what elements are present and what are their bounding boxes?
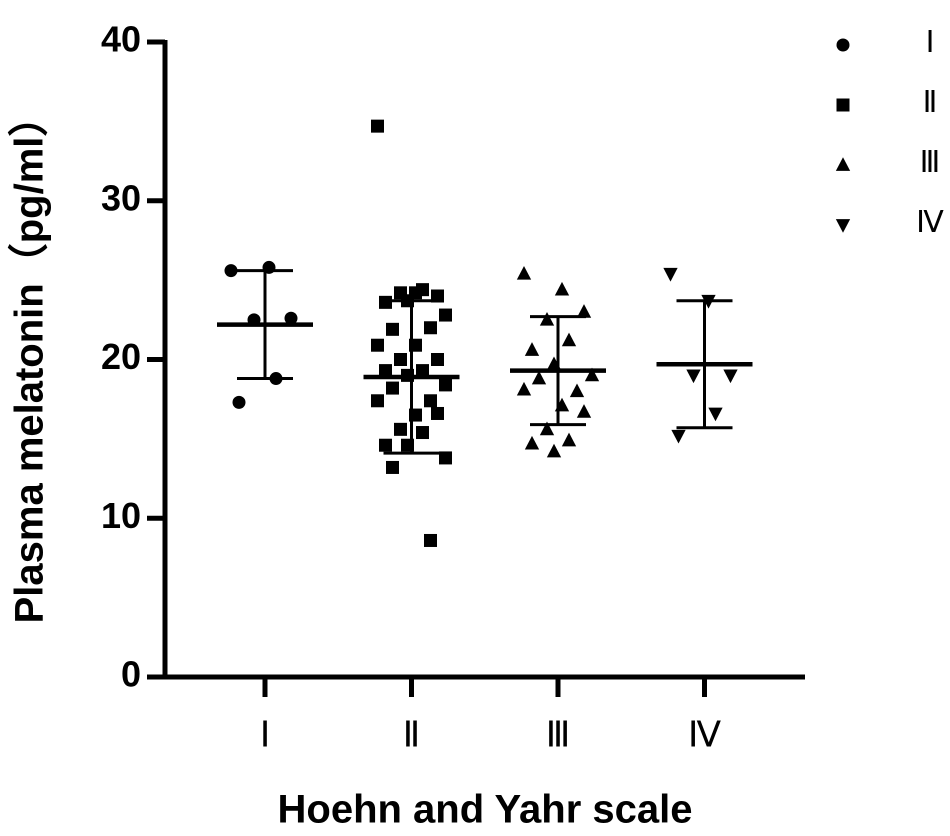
data-point	[424, 321, 437, 335]
data-point	[386, 381, 399, 395]
data-point	[431, 406, 444, 420]
x-axis-label: Hoehn and Yahr scale	[278, 788, 693, 832]
data-point	[439, 308, 452, 322]
legend-label: Ⅱ	[923, 86, 938, 119]
y-axis-label: Plasma melatonin（pg/ml）	[8, 97, 52, 624]
legend-label: Ⅳ	[916, 206, 944, 239]
data-point	[516, 265, 532, 280]
data-point	[416, 364, 429, 378]
legend-marker	[836, 98, 850, 112]
data-point	[232, 395, 246, 409]
x-tick-label: Ⅰ	[260, 714, 271, 754]
data-point	[416, 426, 429, 440]
data-point	[561, 332, 577, 347]
data-point	[663, 267, 678, 282]
data-point	[671, 429, 686, 444]
data-point	[224, 264, 238, 278]
y-tick-label: 40	[101, 19, 141, 60]
data-point	[686, 369, 701, 384]
data-point	[516, 381, 532, 396]
data-point	[546, 443, 562, 458]
data-point	[431, 353, 444, 366]
data-point	[524, 342, 540, 356]
data-point	[439, 378, 452, 392]
data-point	[386, 322, 399, 336]
y-tick-label: 30	[101, 177, 141, 218]
data-point	[439, 451, 452, 465]
data-point	[569, 383, 585, 398]
data-point	[371, 119, 384, 133]
y-tick-label: 10	[101, 495, 141, 536]
data-point	[386, 460, 399, 474]
data-point	[379, 295, 392, 309]
data-point	[379, 438, 392, 452]
data-point	[576, 304, 592, 318]
data-point	[284, 311, 298, 325]
x-tick-label: Ⅱ	[403, 714, 421, 754]
data-point	[539, 421, 555, 436]
data-point	[531, 370, 547, 385]
legend-marker	[835, 219, 851, 233]
data-point	[584, 367, 600, 382]
data-point	[379, 364, 392, 378]
x-tick-label: Ⅲ	[546, 714, 571, 754]
data-point	[524, 435, 540, 450]
data-point	[424, 394, 437, 408]
data-point	[576, 404, 592, 418]
legend-marker	[835, 157, 851, 171]
data-point	[723, 369, 738, 384]
data-point	[424, 533, 437, 547]
y-tick-label: 0	[121, 654, 141, 695]
data-point	[394, 422, 407, 436]
data-point	[371, 394, 384, 408]
legend-marker	[836, 38, 850, 52]
data-point	[416, 283, 429, 297]
data-point	[708, 407, 723, 422]
data-point	[431, 289, 444, 303]
data-point	[394, 353, 407, 366]
data-point	[371, 338, 384, 352]
x-tick-label: Ⅳ	[688, 714, 721, 754]
data-point	[554, 281, 570, 296]
legend-label: Ⅲ	[920, 146, 941, 179]
legend-label: Ⅰ	[926, 26, 935, 59]
data-point	[561, 432, 577, 447]
y-tick-label: 20	[101, 336, 141, 377]
data-point	[539, 312, 555, 326]
